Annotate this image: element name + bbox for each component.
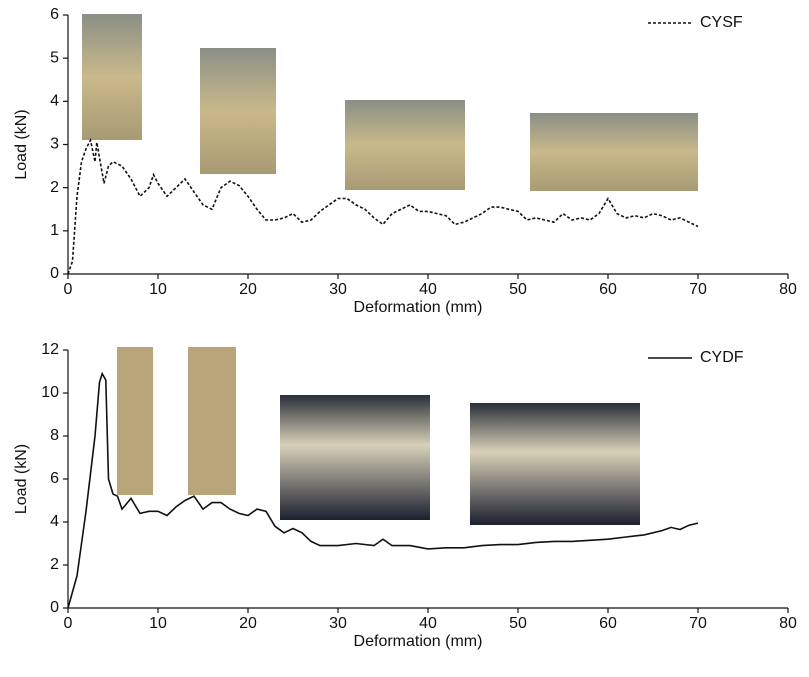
photo xyxy=(117,347,153,495)
x-tick-label: 30 xyxy=(329,615,347,632)
x-tick-label: 10 xyxy=(149,281,167,298)
x-axis-label: Deformation (mm) xyxy=(354,633,483,650)
photo xyxy=(280,395,430,520)
y-tick-label: 0 xyxy=(50,599,59,616)
x-tick-label: 80 xyxy=(779,281,797,298)
photo xyxy=(345,100,465,190)
data-line xyxy=(67,371,699,609)
data-line xyxy=(67,137,699,275)
photo xyxy=(470,403,640,525)
x-tick-label: 70 xyxy=(689,615,707,632)
x-axis-label: Deformation (mm) xyxy=(354,299,483,316)
x-tick-label: 40 xyxy=(419,615,437,632)
photo xyxy=(530,113,698,191)
y-axis-label: Load (kN) xyxy=(13,444,30,514)
x-tick-label: 0 xyxy=(64,615,73,632)
y-tick-label: 3 xyxy=(50,136,59,153)
photo xyxy=(82,14,142,140)
x-tick-label: 50 xyxy=(509,615,527,632)
y-tick-label: 12 xyxy=(41,341,59,358)
y-tick-label: 4 xyxy=(50,93,59,110)
y-tick-label: 0 xyxy=(50,265,59,282)
y-tick-label: 2 xyxy=(50,556,59,573)
x-tick-label: 20 xyxy=(239,615,257,632)
x-tick-label: 30 xyxy=(329,281,347,298)
y-tick-label: 5 xyxy=(50,49,59,66)
photo xyxy=(188,347,236,495)
x-tick-label: 10 xyxy=(149,615,167,632)
y-tick-label: 2 xyxy=(50,179,59,196)
x-tick-label: 60 xyxy=(599,281,617,298)
x-tick-label: 50 xyxy=(509,281,527,298)
x-tick-label: 0 xyxy=(64,281,73,298)
legend-label: CYDF xyxy=(700,349,744,366)
legend-label: CYSF xyxy=(700,14,743,31)
x-tick-label: 60 xyxy=(599,615,617,632)
y-tick-label: 6 xyxy=(50,470,59,487)
photo xyxy=(200,48,276,174)
x-tick-label: 40 xyxy=(419,281,437,298)
y-tick-label: 6 xyxy=(50,6,59,23)
y-tick-label: 1 xyxy=(50,222,59,239)
x-tick-label: 80 xyxy=(779,615,797,632)
x-tick-label: 20 xyxy=(239,281,257,298)
y-tick-label: 8 xyxy=(50,427,59,444)
y-axis-label: Load (kN) xyxy=(13,109,30,179)
y-tick-label: 4 xyxy=(50,513,59,530)
x-tick-label: 70 xyxy=(689,281,707,298)
y-tick-label: 10 xyxy=(41,384,59,401)
photos xyxy=(82,14,698,525)
